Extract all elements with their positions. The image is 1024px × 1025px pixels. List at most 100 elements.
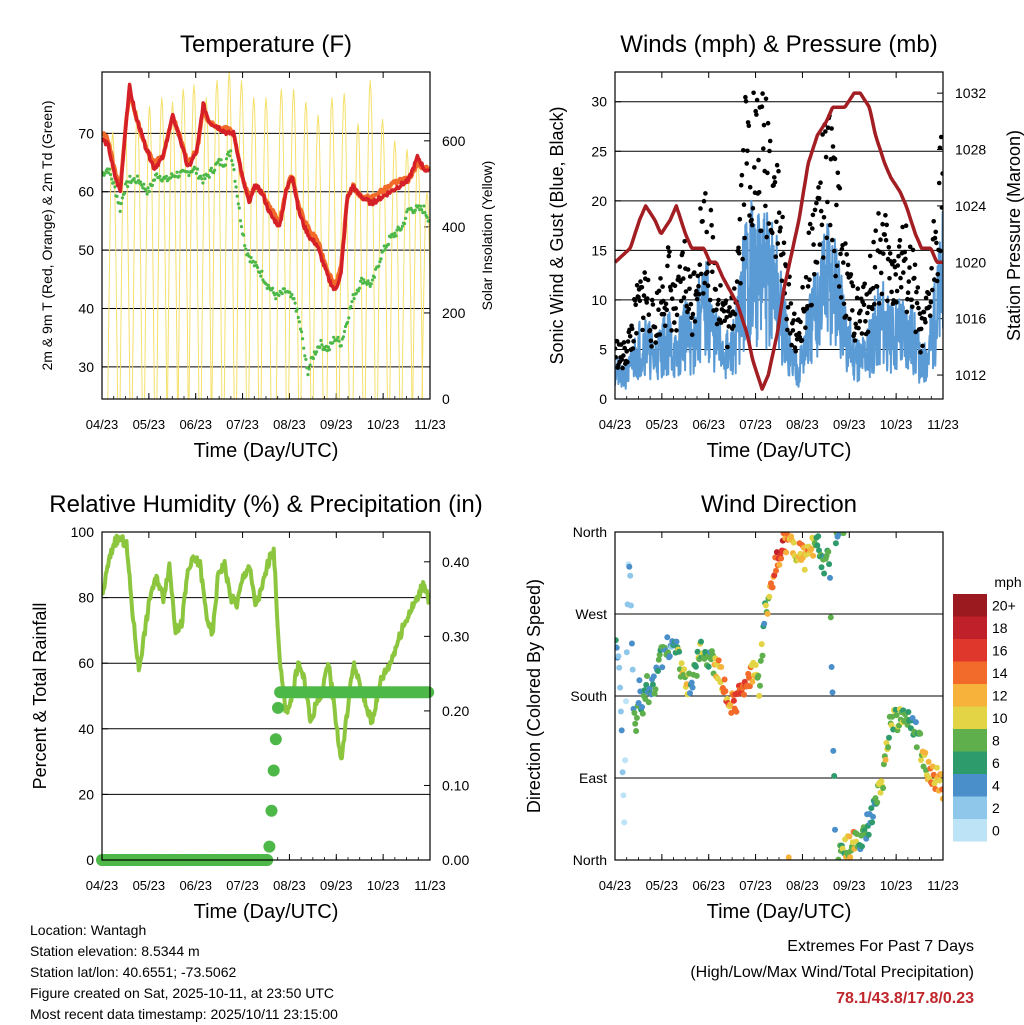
gust-point — [744, 161, 749, 166]
dewpoint-point — [200, 177, 204, 181]
gust-point — [867, 253, 873, 259]
x-tick-label: 07/23 — [226, 878, 259, 893]
x-tick-label: 04/23 — [86, 417, 119, 432]
gust-point — [756, 157, 761, 163]
dewpoint-point — [106, 171, 110, 175]
gust-point — [778, 225, 783, 230]
direction-point — [673, 638, 680, 645]
temperature-panel: Temperature (F) Time (Day/UTC) 2m & 9m T (… — [39, 31, 495, 462]
precip-point — [265, 804, 278, 817]
direction-point — [827, 574, 833, 581]
direction-point — [639, 710, 646, 717]
gust-point — [825, 125, 831, 130]
dewpoint-point — [110, 177, 114, 181]
y2-tick-label: 0.00 — [442, 852, 469, 868]
colorbar-label: 2 — [992, 800, 1000, 816]
gust-point — [761, 122, 767, 128]
dewpoint-point — [244, 247, 248, 251]
gust-point — [736, 245, 741, 251]
created-text: Figure created on Sat, 2025-10-11, at 23… — [30, 985, 335, 1001]
direction-point — [865, 831, 872, 838]
x-tick-label: 10/23 — [880, 878, 913, 893]
colorbar-label: 6 — [992, 755, 1000, 771]
gust-point — [898, 275, 903, 281]
y-tick-label: 40 — [78, 721, 94, 737]
dewpoint-point — [230, 159, 234, 163]
gust-point — [886, 245, 892, 250]
solar-line — [131, 110, 143, 399]
gust-point — [734, 279, 740, 284]
dewpoint-point — [318, 345, 322, 350]
solar-line — [260, 97, 272, 399]
direction-point — [778, 555, 785, 562]
gust-point — [680, 250, 685, 255]
gust-point — [767, 138, 773, 144]
gust-point — [870, 306, 875, 312]
chart-title: Wind Direction — [701, 491, 857, 518]
gust-point — [692, 319, 698, 324]
gust-point — [674, 328, 679, 333]
dewpoint-point — [346, 320, 350, 324]
gust-point — [843, 241, 848, 246]
direction-point — [715, 657, 722, 664]
gust-point — [743, 94, 748, 100]
plot-frame — [614, 531, 944, 861]
gust-point — [649, 344, 654, 349]
y-axis-label: Direction (Colored By Speed) — [524, 579, 544, 813]
gust-point — [664, 307, 669, 313]
gust-point — [844, 252, 849, 257]
gust-point — [832, 156, 838, 162]
gust-point — [855, 286, 861, 292]
gust-point — [843, 313, 849, 319]
x-tick-label: 08/23 — [273, 878, 306, 893]
gust-point — [923, 320, 928, 325]
x-tick-label: 05/23 — [133, 417, 166, 432]
x-tick-label: 06/23 — [692, 417, 725, 432]
winds-pressure-panel: Winds (mph) & Pressure (mb) Time (Day/UTC… — [547, 31, 1024, 462]
direction-point — [874, 799, 881, 806]
gust-point — [907, 244, 913, 250]
direction-point — [692, 663, 699, 670]
direction-point — [698, 638, 704, 645]
solar-line — [412, 157, 424, 399]
gust-point — [812, 272, 817, 277]
gust-point — [788, 301, 794, 306]
gust-point — [940, 171, 943, 176]
dewpoint-point — [144, 188, 148, 192]
colorbar-label: 10 — [992, 710, 1008, 726]
gust-point — [897, 238, 903, 243]
gust-point — [904, 309, 910, 315]
direction-point — [886, 734, 892, 741]
gust-point — [732, 311, 738, 317]
gust-point — [775, 241, 781, 246]
gust-point — [834, 263, 840, 269]
direction-point — [810, 552, 817, 559]
gust-point — [737, 216, 743, 222]
gust-point — [761, 146, 766, 151]
gust-point — [873, 228, 878, 233]
y-tick-label: 5 — [599, 341, 607, 357]
gust-point — [780, 214, 785, 220]
gust-point — [852, 338, 858, 343]
station-info: Location: Wantagh Station elevation: 8.5… — [30, 920, 338, 1025]
dewpoint-point — [243, 244, 247, 248]
direction-point — [815, 533, 822, 540]
dewpoint-point — [301, 337, 305, 341]
direction-point — [764, 610, 771, 617]
dewpoint-point — [158, 174, 162, 178]
dewpoint-point — [292, 297, 296, 301]
gust-point — [725, 344, 730, 350]
gust-point — [718, 320, 724, 325]
dewpoint-point — [213, 168, 217, 172]
gust-point — [927, 304, 932, 310]
gust-point — [766, 221, 772, 226]
gust-point — [872, 264, 878, 270]
gust-point — [791, 318, 796, 323]
gust-point — [624, 349, 629, 354]
direction-point — [687, 690, 693, 697]
y-tick-label: 60 — [78, 184, 94, 200]
dewpoint-point — [326, 345, 330, 349]
dewpoint-point — [298, 327, 303, 331]
colorbar-label: 0 — [992, 822, 1000, 838]
colorbar-swatch — [953, 774, 987, 797]
